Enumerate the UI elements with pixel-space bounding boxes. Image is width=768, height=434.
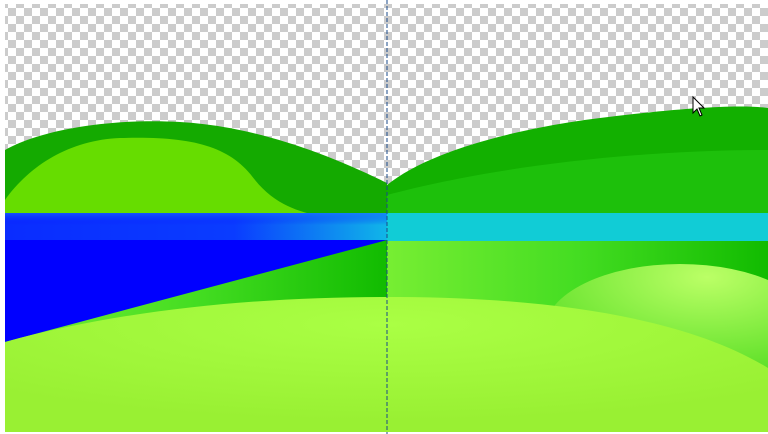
water-right <box>387 213 768 241</box>
right-hill-band <box>387 150 768 216</box>
mouse-cursor <box>692 95 706 117</box>
foreground-hill <box>5 296 768 432</box>
water-shade <box>5 213 387 225</box>
left-light-hill <box>5 137 320 216</box>
lake-left <box>5 240 387 342</box>
